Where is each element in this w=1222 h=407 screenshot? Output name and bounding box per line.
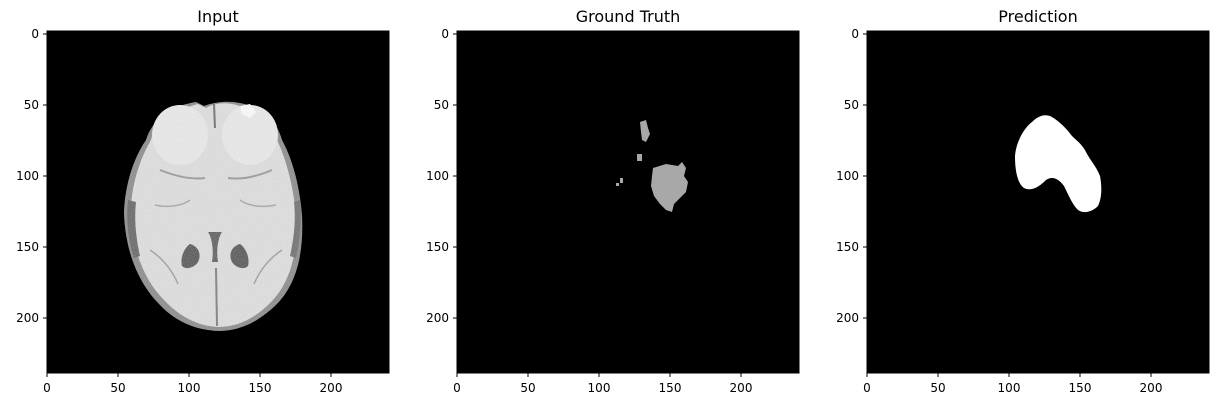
y-tick-label: 150 — [426, 240, 449, 254]
bright-artifact — [240, 104, 256, 118]
x-tick-label: 100 — [588, 381, 611, 395]
axes-frame — [866, 30, 1210, 374]
y-tick-label: 200 — [16, 311, 39, 325]
x-axis: 0 50 100 150 200 — [453, 373, 752, 395]
x-tick-label: 150 — [249, 381, 272, 395]
mask-region-upper — [640, 120, 650, 142]
y-tick-label: 0 — [851, 27, 859, 41]
x-axis: 0 50 100 150 200 — [863, 373, 1162, 395]
y-tick-label: 50 — [434, 98, 449, 112]
mask-speck — [637, 154, 642, 161]
left-edge-shadow — [127, 200, 140, 258]
y-tick-label: 100 — [836, 169, 859, 183]
mask-region-main — [651, 162, 688, 212]
x-tick-label: 50 — [520, 381, 535, 395]
panel-prediction: Prediction 0 50 100 150 200 0 50 100 150 — [820, 0, 1210, 407]
frontal-lobe-left — [152, 105, 208, 165]
x-tick-label: 50 — [110, 381, 125, 395]
panel-input: Input — [0, 0, 390, 407]
ventricle-right — [230, 244, 249, 269]
x-tick-label: 150 — [1069, 381, 1092, 395]
y-tick-label: 0 — [31, 27, 39, 41]
x-tick-label: 150 — [659, 381, 682, 395]
y-tick-label: 150 — [16, 240, 39, 254]
sulcus — [239, 199, 277, 208]
panel-title: Ground Truth — [575, 7, 681, 26]
x-tick-label: 200 — [320, 381, 343, 395]
panel-ground-truth: Ground Truth 0 50 100 150 200 — [410, 0, 800, 407]
y-tick-label: 50 — [24, 98, 39, 112]
right-edge-shadow — [290, 200, 301, 258]
sulcus — [159, 169, 206, 180]
y-axis: 0 50 100 150 200 — [836, 27, 867, 325]
x-axis: 0 50 100 150 200 — [43, 373, 342, 395]
prediction-mask — [1015, 115, 1102, 213]
ventricle-left — [181, 244, 200, 269]
y-tick-label: 150 — [836, 240, 859, 254]
ground-truth-mask — [616, 120, 688, 212]
y-tick-label: 200 — [836, 311, 859, 325]
x-tick-label: 0 — [453, 381, 461, 395]
y-tick-label: 50 — [844, 98, 859, 112]
x-tick-label: 0 — [43, 381, 51, 395]
image-background — [867, 31, 1209, 373]
axes-frame — [46, 30, 390, 374]
mask-speck — [620, 178, 623, 183]
midline-fissure — [213, 103, 216, 129]
y-tick-label: 100 — [16, 169, 39, 183]
panel-title: Input — [197, 7, 239, 26]
sulcus — [253, 249, 283, 285]
image-axes: 0 50 100 150 200 0 50 100 150 200 — [426, 27, 800, 395]
y-tick-label: 100 — [426, 169, 449, 183]
midline-posterior — [215, 267, 218, 327]
panel-title: Prediction — [998, 7, 1078, 26]
frontal-lobe-right — [222, 105, 278, 165]
x-tick-label: 200 — [730, 381, 753, 395]
brain-scan — [124, 101, 303, 331]
image-axes: 0 50 100 150 200 0 50 100 150 200 — [836, 27, 1210, 395]
y-tick-label: 0 — [441, 27, 449, 41]
x-tick-label: 200 — [1140, 381, 1163, 395]
image-background — [457, 31, 799, 373]
y-axis: 0 50 100 150 200 — [16, 27, 47, 325]
y-axis: 0 50 100 150 200 — [426, 27, 457, 325]
sulcus — [149, 249, 179, 285]
axes-frame — [456, 30, 800, 374]
image-axes: 0 50 100 150 200 0 50 100 150 200 — [16, 27, 390, 395]
x-tick-label: 50 — [930, 381, 945, 395]
x-tick-label: 0 — [863, 381, 871, 395]
sulcus — [227, 169, 273, 180]
sulcus — [154, 199, 191, 208]
x-tick-label: 100 — [998, 381, 1021, 395]
ventricle-center — [208, 232, 222, 262]
y-tick-label: 200 — [426, 311, 449, 325]
mask-speck — [616, 183, 619, 186]
x-tick-label: 100 — [178, 381, 201, 395]
